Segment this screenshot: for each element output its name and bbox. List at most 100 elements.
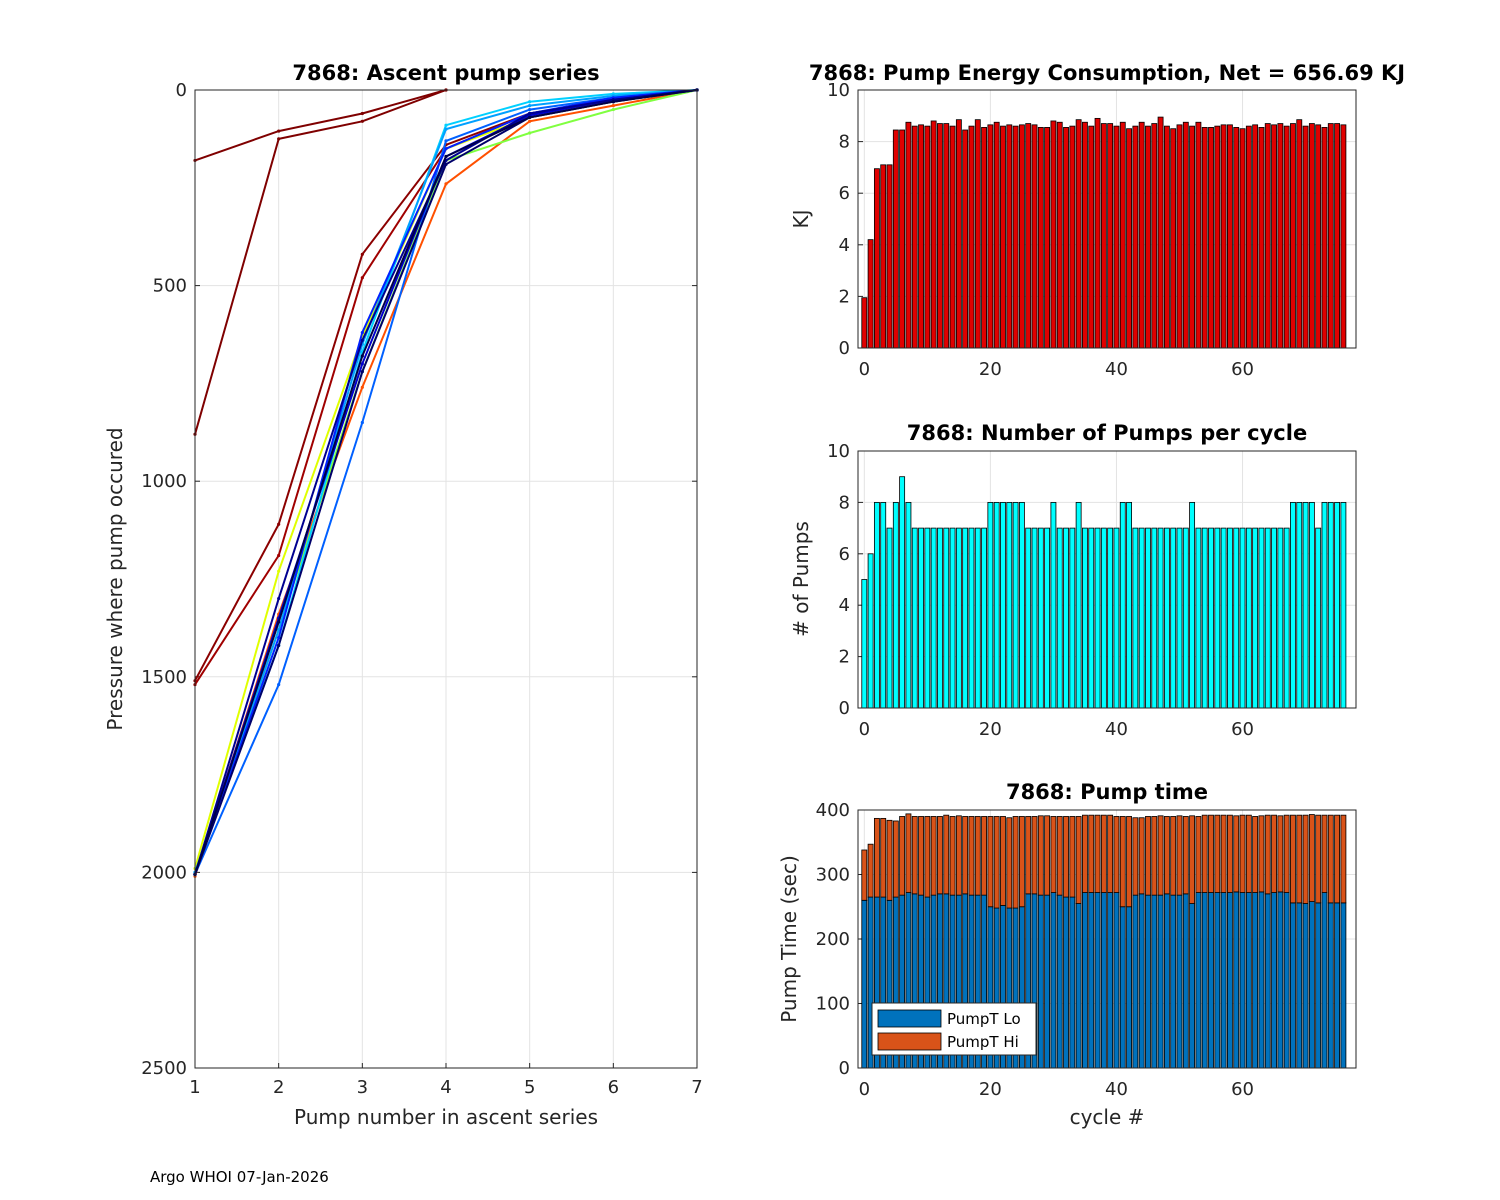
time-bar-hi [1094,814,1101,893]
time-bar-hi [1176,815,1183,896]
pumps-bars [861,476,1347,709]
energy-bar [1100,123,1107,349]
ascent-point [277,636,281,640]
energy-bar [873,168,880,349]
ascent-point [444,162,448,166]
pumps-x-tick-label: 40 [1105,719,1128,740]
energy-bar [1308,123,1315,349]
time-x-axis-label: cycle # [1070,1105,1145,1129]
time-bar-hi [873,817,880,898]
time-bar-hi [1233,815,1240,893]
time-bar-hi [861,849,868,901]
ascent-point [528,100,532,104]
time-bar-hi [1044,815,1051,896]
time-bar-lo [1063,896,1069,1069]
ascent-x-tick-label: 3 [357,1077,368,1098]
time-bar-hi [1056,816,1063,896]
time-bar-lo [1239,892,1246,1069]
pumps-bar [1069,527,1076,709]
time-bar-hi [1025,816,1032,895]
pumps-bar [1189,501,1196,709]
energy-y-tick-label: 4 [839,235,850,256]
ascent-point [277,643,281,648]
pumps-bar [1126,501,1132,709]
legend-swatch-pumpt-lo [877,1009,942,1028]
pumps-bar [1340,501,1347,709]
time-bar-hi [949,816,956,896]
pumps-x-tick-label: 20 [979,719,1002,740]
time-bar-hi [1138,817,1145,895]
pumps-bar [1088,527,1095,709]
pumps-bar [918,527,924,709]
ascent-point [277,137,281,141]
ascent-series-lines [193,88,699,878]
energy-bar [1050,120,1057,349]
time-bars [861,813,1347,1069]
time-x-tick-label: 60 [1231,1079,1254,1100]
ascent-point [360,420,364,425]
energy-bar [1088,125,1095,349]
energy-bar [918,124,924,349]
ascent-y-tick-label: 1000 [141,471,187,492]
pumps-bar [1201,527,1208,709]
energy-bar [1290,123,1296,349]
pumps-bar [1176,527,1183,709]
time-bar-lo [1208,892,1214,1069]
time-bar-hi [962,816,969,895]
pumps-tick-labels: 0 20 40 60 0 2 4 6 8 10 [827,441,1254,740]
pumps-bar [1075,501,1082,709]
time-bar-hi [1308,814,1315,902]
time-bar-hi [1082,814,1088,893]
energy-bar [1170,128,1177,349]
time-bar-lo [1050,892,1057,1069]
ascent-point [360,385,364,389]
pumps-bar [1063,527,1069,709]
time-bar-hi [1283,814,1290,893]
energy-bar [1044,127,1051,349]
energy-bar [1214,125,1221,349]
energy-bar [993,121,1000,349]
time-bar-lo [1227,892,1233,1069]
ascent-point [277,129,281,133]
energy-bar [1296,119,1303,349]
time-bar-hi [880,817,887,898]
ascent-point [444,123,448,127]
pumps-bar [1277,527,1284,709]
energy-bar [880,164,887,349]
pumps-bar [993,501,1000,709]
ascent-series-line-0 [194,89,447,162]
ascent-point [528,115,532,119]
time-bar-lo [1296,902,1303,1069]
pumps-bar [949,527,956,709]
legend-label-pumpt-lo: PumpT Lo [947,1010,1021,1028]
time-bar-hi [968,816,975,896]
energy-bar [1094,117,1101,349]
energy-bar [1277,123,1284,349]
time-bar-hi [1271,814,1277,893]
energy-bar [1201,127,1208,349]
ascent-point [277,553,281,558]
time-bar-hi [1264,814,1271,895]
ascent-point [360,338,364,342]
pumps-bar [1233,527,1240,709]
time-bar-hi [993,816,1000,909]
energy-bar [905,121,912,349]
ascent-point [360,111,364,116]
pumps-y-tick-label: 6 [839,544,850,565]
time-bar-lo [1290,902,1296,1069]
time-bar-hi [1031,816,1038,895]
ascent-point [528,107,532,112]
ascent-plot-frame [194,89,698,1069]
energy-bar [1126,128,1132,349]
energy-bar [1176,124,1183,349]
ascent-y-tick-label: 1500 [141,667,187,688]
time-bar-lo [1151,894,1158,1069]
ascent-x-axis-label: Pump number in ascent series [294,1105,598,1129]
time-bar-hi [1334,814,1341,904]
energy-x-tick-label: 20 [979,359,1002,380]
pumps-bar [1107,527,1114,709]
time-bar-hi [1252,816,1259,893]
time-bar-hi [981,816,987,896]
time-bar-hi [1290,814,1296,904]
pumps-bar [1006,501,1013,709]
